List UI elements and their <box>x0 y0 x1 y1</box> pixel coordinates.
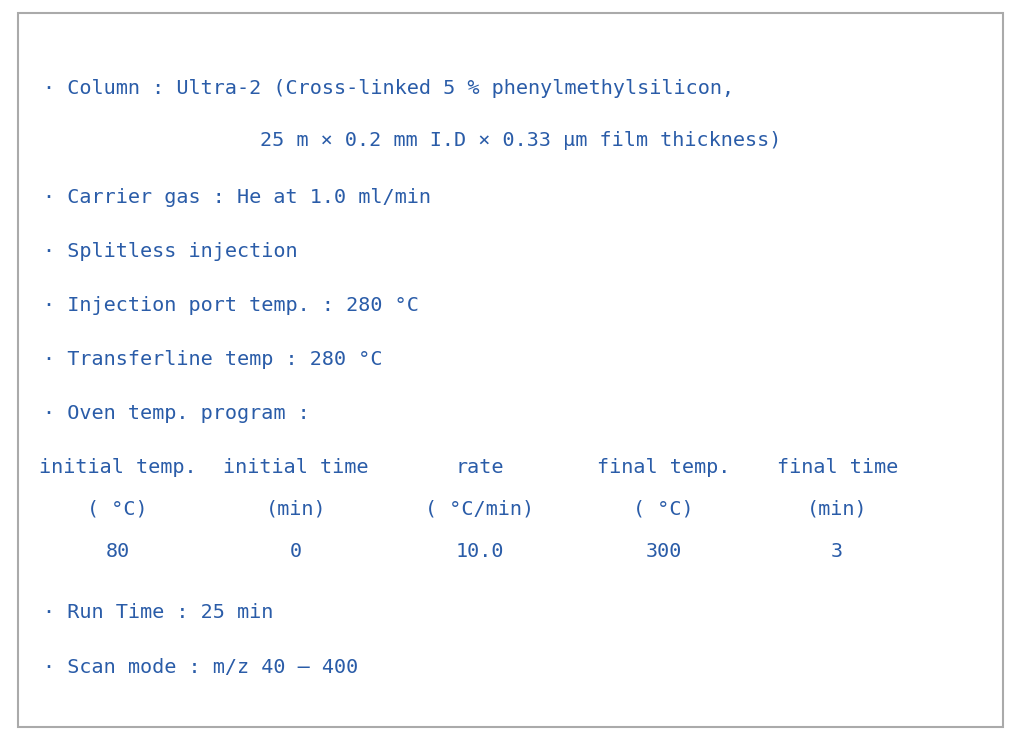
Text: 0: 0 <box>290 542 302 561</box>
Text: final temp.: final temp. <box>597 458 730 477</box>
Text: (min): (min) <box>265 500 327 519</box>
Text: initial time: initial time <box>224 458 369 477</box>
Text: 10.0: 10.0 <box>455 542 504 561</box>
Text: rate: rate <box>455 458 504 477</box>
Text: 25 m × 0.2 mm I.D × 0.33 μm film thickness): 25 m × 0.2 mm I.D × 0.33 μm film thickne… <box>260 131 782 150</box>
Text: · Transferline temp : 280 °C: · Transferline temp : 280 °C <box>43 350 383 369</box>
Text: · Run Time : 25 min: · Run Time : 25 min <box>43 603 274 622</box>
Text: · Scan mode : m/z 40 – 400: · Scan mode : m/z 40 – 400 <box>43 658 358 677</box>
Text: 3: 3 <box>831 542 843 561</box>
Text: 80: 80 <box>105 542 130 561</box>
Text: initial temp.: initial temp. <box>39 458 196 477</box>
Text: 300: 300 <box>645 542 682 561</box>
Text: (min): (min) <box>807 500 868 519</box>
Text: · Oven temp. program :: · Oven temp. program : <box>43 404 309 423</box>
Text: ( °C): ( °C) <box>87 500 148 519</box>
Text: ( °C/min): ( °C/min) <box>426 500 534 519</box>
Text: · Carrier gas : He at 1.0 ml/min: · Carrier gas : He at 1.0 ml/min <box>43 188 431 207</box>
Text: final time: final time <box>777 458 897 477</box>
Text: · Column : Ultra-2 (Cross-linked 5 % phenylmethylsilicon,: · Column : Ultra-2 (Cross-linked 5 % phe… <box>43 79 734 98</box>
Text: · Splitless injection: · Splitless injection <box>43 242 297 261</box>
Text: · Injection port temp. : 280 °C: · Injection port temp. : 280 °C <box>43 296 419 315</box>
Text: ( °C): ( °C) <box>633 500 694 519</box>
